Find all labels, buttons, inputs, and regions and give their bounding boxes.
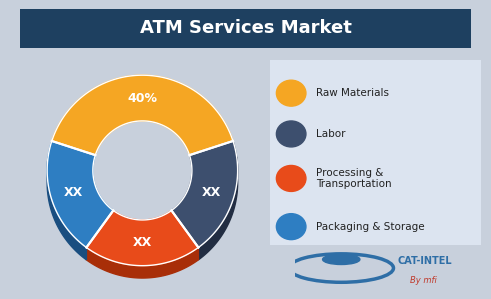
Polygon shape — [171, 141, 238, 248]
Text: By mfi: By mfi — [410, 276, 437, 285]
Text: XX: XX — [64, 186, 83, 199]
Polygon shape — [86, 210, 198, 266]
Text: Processing &
Transportation: Processing & Transportation — [317, 168, 392, 189]
Text: Raw Materials: Raw Materials — [317, 88, 389, 98]
Text: XX: XX — [202, 186, 221, 199]
Polygon shape — [47, 141, 113, 248]
Text: Labor: Labor — [317, 129, 346, 139]
Circle shape — [276, 165, 306, 191]
Polygon shape — [171, 163, 192, 223]
FancyBboxPatch shape — [0, 7, 491, 50]
Polygon shape — [198, 157, 238, 260]
Circle shape — [276, 80, 306, 106]
Text: CAT-INTEL: CAT-INTEL — [397, 257, 452, 266]
Polygon shape — [47, 157, 86, 260]
Polygon shape — [113, 210, 171, 232]
Polygon shape — [86, 248, 198, 278]
Circle shape — [276, 121, 306, 147]
Circle shape — [276, 214, 306, 239]
Text: XX: XX — [133, 236, 152, 249]
Text: ATM Services Market: ATM Services Market — [139, 19, 352, 37]
Circle shape — [323, 254, 360, 265]
Polygon shape — [93, 163, 113, 223]
Text: 40%: 40% — [127, 91, 158, 105]
FancyBboxPatch shape — [262, 52, 490, 253]
Text: Packaging & Storage: Packaging & Storage — [317, 222, 425, 232]
Polygon shape — [52, 75, 233, 155]
